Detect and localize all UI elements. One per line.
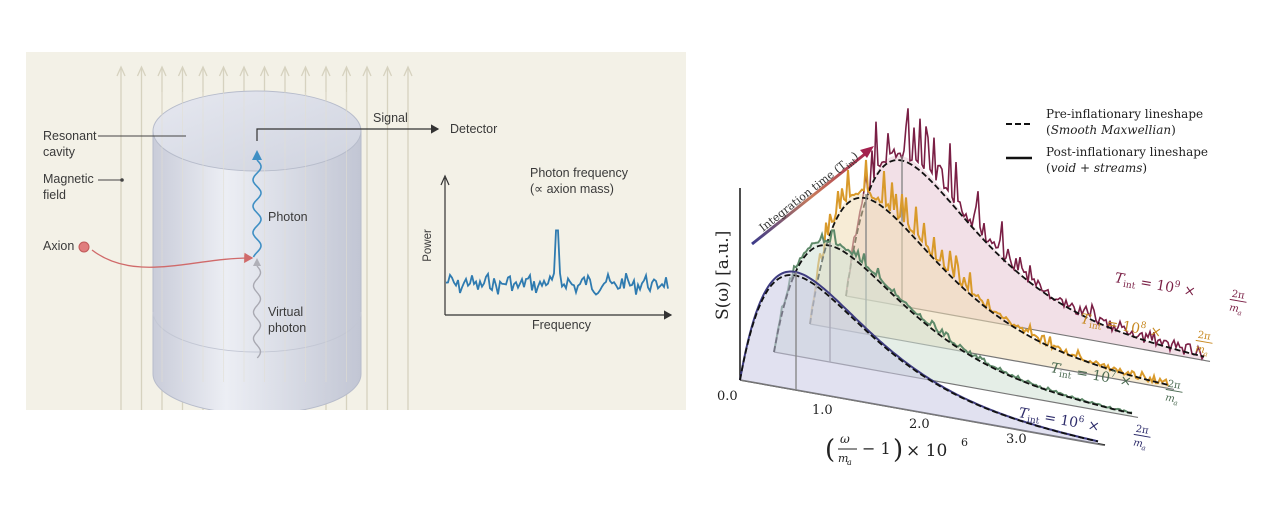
inset-x-label: Frequency [532, 318, 592, 332]
svg-text:m: m [1132, 437, 1143, 449]
x-tick-1: 1.0 [812, 403, 833, 418]
x-axis-label: ( ω m a − 1 ) × 10 6 [825, 432, 968, 467]
axion-path-arrow [91, 249, 254, 268]
svg-text:− 1: − 1 [862, 439, 891, 458]
svg-text:a: a [847, 458, 852, 467]
signal-label: Signal [373, 111, 408, 125]
lineshape-layer-6 [739, 270, 1105, 447]
integration-time-arrowhead-icon [860, 146, 874, 158]
pre-inflationary-curve [845, 159, 1205, 358]
svg-text:a: a [1237, 309, 1243, 318]
x-tick-3: 3.0 [1006, 432, 1027, 447]
inset-signal-line [445, 229, 669, 296]
svg-text:m: m [838, 452, 848, 465]
curve-label-0: Tint = 109 × [1113, 269, 1197, 302]
magnetic-field-label-2: field [43, 188, 66, 202]
magnetic-field-label-1: Magnetic [43, 172, 94, 186]
x-tick-2: 2.0 [909, 417, 930, 432]
photon-wave-icon [252, 159, 262, 258]
x-tick-0: 0.0 [717, 389, 738, 404]
inset-y-arrow-icon [440, 174, 450, 186]
svg-text:× 10: × 10 [906, 441, 947, 461]
photon-arrowhead-icon [252, 150, 262, 160]
svg-text:ω: ω [840, 432, 850, 446]
virtual-photon-wave-icon [252, 265, 262, 359]
magnetic-field-lines-front [161, 92, 347, 382]
axion-dot-icon [78, 241, 90, 253]
svg-text:6: 6 [961, 436, 968, 449]
legend-post-label: Post-inflationary lineshape [1046, 145, 1208, 159]
legend-pre-sub: (Smooth Maxwellian) [1046, 123, 1176, 137]
photon-label: Photon [268, 210, 308, 224]
legend: Pre-inflationary lineshape (Smooth Maxwe… [1006, 107, 1208, 175]
curve-label-3: Tint = 106 × [1017, 404, 1101, 437]
legend-post-sub: (void + streams) [1046, 161, 1147, 175]
integration-time-arrow [751, 148, 871, 246]
inset-peak-label-1: Photon frequency [530, 166, 628, 180]
svg-text:a: a [1173, 399, 1179, 408]
svg-text:2π: 2π [1135, 424, 1150, 437]
svg-text:2π: 2π [1231, 289, 1246, 302]
pre-inflationary-curve [739, 274, 1099, 443]
field-leader-dot-icon [120, 178, 124, 182]
inset-spectrum [440, 174, 673, 320]
cavity-diagram-svg [78, 65, 673, 410]
curve-label-1: Tint = 108 × [1079, 310, 1163, 343]
svg-text:m: m [1228, 302, 1239, 314]
lineshape-plot-svg: Integration time (Tint) Pre-inflationary… [713, 107, 1247, 467]
lineshape-baseline [739, 379, 1105, 447]
virtual-photon-arrowhead-icon [253, 258, 261, 266]
svg-text:2π: 2π [1167, 379, 1182, 392]
cavity-diagram-panel: Resonant cavity Magnetic field Axion Pho… [26, 52, 686, 410]
svg-text:): ) [893, 435, 903, 465]
resonant-cavity-label-2: cavity [43, 145, 75, 159]
resonant-cavity-label-1: Resonant [43, 129, 97, 143]
detector-label: Detector [450, 122, 498, 136]
legend-pre-label: Pre-inflationary lineshape [1046, 107, 1203, 121]
virtual-photon-label-2: photon [268, 321, 307, 335]
svg-text:2π: 2π [1197, 330, 1212, 343]
post-inflationary-curve [809, 159, 1169, 387]
pre-inflationary-curve [773, 244, 1133, 415]
lineshape-fill [740, 271, 1098, 445]
svg-text:m: m [1164, 392, 1175, 404]
curve-label-2: Tint = 107 × [1049, 359, 1133, 392]
inset-peak-label-2: (∝ axion mass) [530, 182, 614, 196]
y-axis-label: S(ω) [a.u.] [713, 231, 733, 320]
svg-text:a: a [1141, 444, 1147, 453]
axion-label: Axion [43, 239, 75, 253]
svg-text:a: a [1203, 350, 1209, 359]
svg-text:(: ( [825, 435, 835, 465]
post-inflationary-curve [773, 229, 1133, 414]
lineshape-fill [774, 241, 1132, 417]
virtual-photon-label-1: Virtual [268, 305, 304, 319]
svg-text:m: m [1194, 343, 1205, 355]
signal-arrow [256, 124, 440, 141]
inset-y-label: Power [421, 229, 434, 262]
lineshape-layers [739, 108, 1211, 447]
